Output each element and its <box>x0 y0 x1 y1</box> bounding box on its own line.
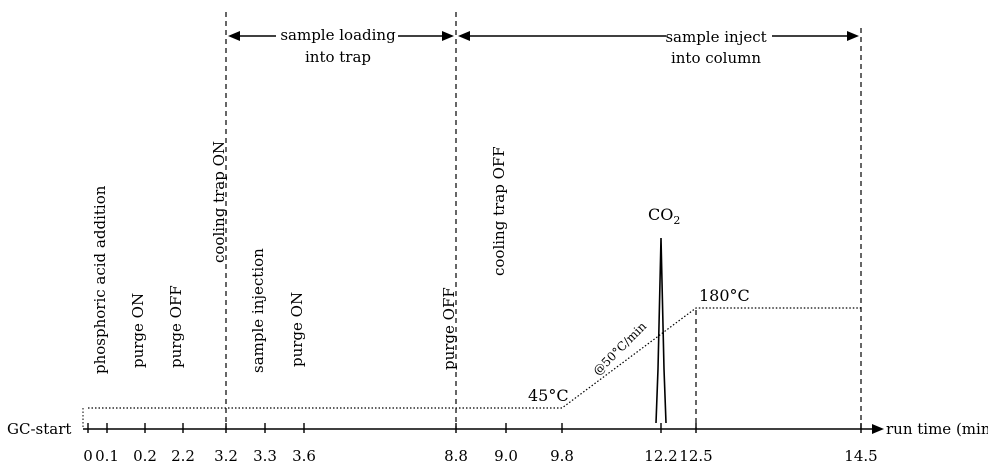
event-labels: phosphoric acid addition purge ON purge OF… <box>91 141 508 374</box>
co2-peak: CO2 <box>648 205 680 424</box>
time-axis-arrowhead <box>872 424 884 434</box>
event-label: cooling trap ON <box>210 141 228 263</box>
phase-label-line2: into column <box>671 49 761 67</box>
initial-temperature-label: 45°C <box>528 386 569 405</box>
tick-label: 12.2 <box>644 447 677 464</box>
run-time-axis-label: run time (min) <box>886 420 988 438</box>
phase-boundaries <box>225 12 862 429</box>
phase-arrowhead-left <box>458 31 470 41</box>
event-label: purge OFF <box>440 287 458 370</box>
phase-arrowhead-left <box>228 31 240 41</box>
phase-arrowhead-right <box>847 31 859 41</box>
phase-arrows: sample loading into trap sample inject into… <box>228 26 859 67</box>
time-ticks: 0 0.1 0.2 2.2 3.2 3.3 3.6 8.8 9.0 9.8 12.2 12.5 14.5 <box>83 423 878 464</box>
tick-label: 0.2 <box>133 447 157 464</box>
tick-label: 3.3 <box>253 447 277 464</box>
phase-arrowhead-right <box>442 31 454 41</box>
temperature-profile-line <box>88 307 861 409</box>
event-label: cooling trap OFF <box>490 146 508 276</box>
event-label: sample injection <box>249 248 267 373</box>
tick-label: 2.2 <box>171 447 195 464</box>
final-temperature-label: 180°C <box>699 286 750 305</box>
tick-label: 0 <box>83 447 93 464</box>
phase-label-line2: into trap <box>305 48 371 66</box>
temperature-program: 45°C 180°C @50°C/min <box>88 286 861 409</box>
phase-label-line1: sample loading <box>280 26 396 44</box>
co2-peak-label: CO2 <box>648 205 680 227</box>
tick-label: 0.1 <box>95 447 119 464</box>
phase-label-line1: sample inject <box>665 28 766 46</box>
event-label: phosphoric acid addition <box>91 185 109 374</box>
tick-label: 3.2 <box>214 447 238 464</box>
event-label: purge ON <box>129 293 147 368</box>
tick-label: 9.8 <box>550 447 574 464</box>
event-label: purge OFF <box>167 285 185 368</box>
tick-label: 3.6 <box>292 447 316 464</box>
tick-label: 12.5 <box>679 447 712 464</box>
co2-peak-shape <box>655 237 667 424</box>
tick-label: 9.0 <box>494 447 518 464</box>
tick-label: 8.8 <box>444 447 468 464</box>
tick-label: 14.5 <box>844 447 877 464</box>
ramp-rate-label: @50°C/min <box>590 319 649 378</box>
event-label: purge ON <box>288 292 306 367</box>
gc-start-label: GC-start <box>7 420 71 438</box>
